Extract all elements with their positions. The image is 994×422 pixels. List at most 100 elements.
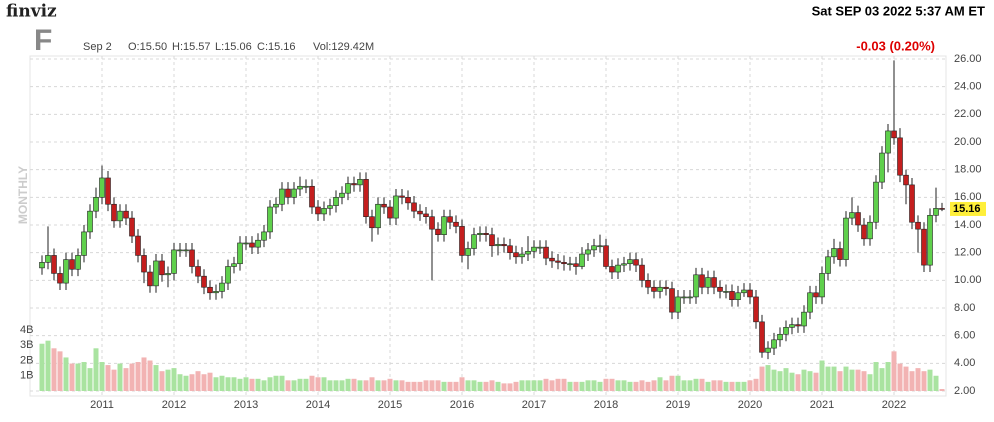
candle-body (75, 255, 81, 270)
volume-bar (471, 380, 477, 391)
volume-bar (453, 381, 459, 391)
volume-bar (645, 381, 651, 391)
candle-body (645, 280, 651, 288)
candle-body (639, 264, 645, 281)
candle-body (57, 273, 63, 284)
candle-body (213, 291, 219, 294)
candle-body (771, 339, 777, 349)
candle-body (195, 266, 201, 277)
volume-bar (69, 363, 75, 391)
volume-bar (489, 380, 495, 391)
candle-body (633, 259, 639, 266)
volume-bar (225, 377, 231, 391)
candle-body (141, 255, 147, 273)
candle-body (231, 263, 237, 267)
volume-bar (261, 380, 267, 391)
candle-body (501, 244, 507, 247)
volume-bar (783, 368, 789, 391)
volume-bar (501, 383, 507, 391)
x-tick-label: 2016 (450, 399, 474, 411)
volume-bar (135, 362, 141, 391)
candle-body (243, 242, 249, 245)
volume-bar (777, 371, 783, 391)
candle-body (891, 130, 897, 139)
volume-bar (363, 380, 369, 391)
candle-body (735, 292, 741, 300)
candle-body (189, 249, 195, 267)
candle-body (687, 296, 693, 299)
last-price-box (950, 201, 986, 216)
volume-bar (429, 380, 435, 391)
x-tick-label: 2012 (162, 399, 186, 411)
candle-body (477, 233, 483, 235)
volume-bar (699, 378, 705, 391)
volume-bar (909, 371, 915, 391)
quote-high: H:15.57 (172, 41, 211, 53)
change: -0.03 (0.20%) (856, 38, 935, 53)
volume-bar (597, 381, 603, 391)
volume-bar (255, 378, 261, 391)
volume-bar (711, 380, 717, 391)
volume-bar (621, 380, 627, 391)
x-tick-label: 2013 (234, 399, 258, 411)
candle-body (273, 203, 279, 208)
candle-body (327, 205, 333, 209)
volume-bar (75, 363, 81, 391)
logo[interactable]: finviz (6, 2, 57, 22)
candle-body (597, 245, 603, 248)
candle-body (531, 246, 537, 252)
volume-bar (813, 372, 819, 391)
volume-bar (657, 377, 663, 391)
candle-body (393, 195, 399, 219)
candle-body (171, 249, 177, 274)
volume-bar (543, 378, 549, 391)
candle-body (279, 188, 285, 205)
candle-body (93, 197, 99, 212)
volume-bar (549, 380, 555, 391)
candle-body (789, 324, 795, 328)
volume-bar (519, 380, 525, 391)
candle-body (357, 179, 363, 186)
volume-bar (585, 380, 591, 391)
x-tick-label: 2020 (738, 399, 762, 411)
candle-body (591, 245, 597, 251)
candle-body (843, 217, 849, 260)
volume-bar (369, 377, 375, 391)
y-tick-label: 6.00 (954, 330, 975, 342)
volume-bar (663, 380, 669, 391)
candle-body (417, 210, 423, 215)
y-tick-label: 20.00 (954, 136, 982, 148)
volume-bar (39, 343, 45, 391)
candle-body (717, 286, 723, 292)
candle-body (447, 216, 453, 223)
candle-body (801, 311, 807, 327)
candle-body (255, 239, 261, 248)
volume-bar (165, 369, 171, 391)
volume-bar (831, 366, 837, 391)
x-tick-label: 2019 (666, 399, 690, 411)
candle-body (765, 347, 771, 353)
candle-body (537, 246, 543, 249)
volume-bar (435, 380, 441, 391)
candle-body (87, 210, 93, 233)
candle-body (555, 260, 561, 263)
volume-bar (639, 380, 645, 391)
candle-body (897, 137, 903, 176)
quote-volume: Vol:129.42M (313, 41, 374, 53)
volume-bar (705, 381, 711, 391)
volume-bar (345, 378, 351, 391)
candle-body (543, 246, 549, 259)
y-tick-label: 12.00 (954, 247, 982, 259)
candle-body (309, 185, 315, 208)
candle-body (351, 183, 357, 186)
volume-bar (285, 380, 291, 391)
candle-body (339, 192, 345, 198)
candle-body (819, 273, 825, 298)
candle-body (783, 327, 789, 335)
volume-bar (567, 381, 573, 391)
volume-bar (651, 380, 657, 391)
candle-body (525, 250, 531, 255)
candle-body (441, 216, 447, 235)
candle-body (849, 212, 855, 219)
y-tick-label: 22.00 (954, 108, 982, 120)
